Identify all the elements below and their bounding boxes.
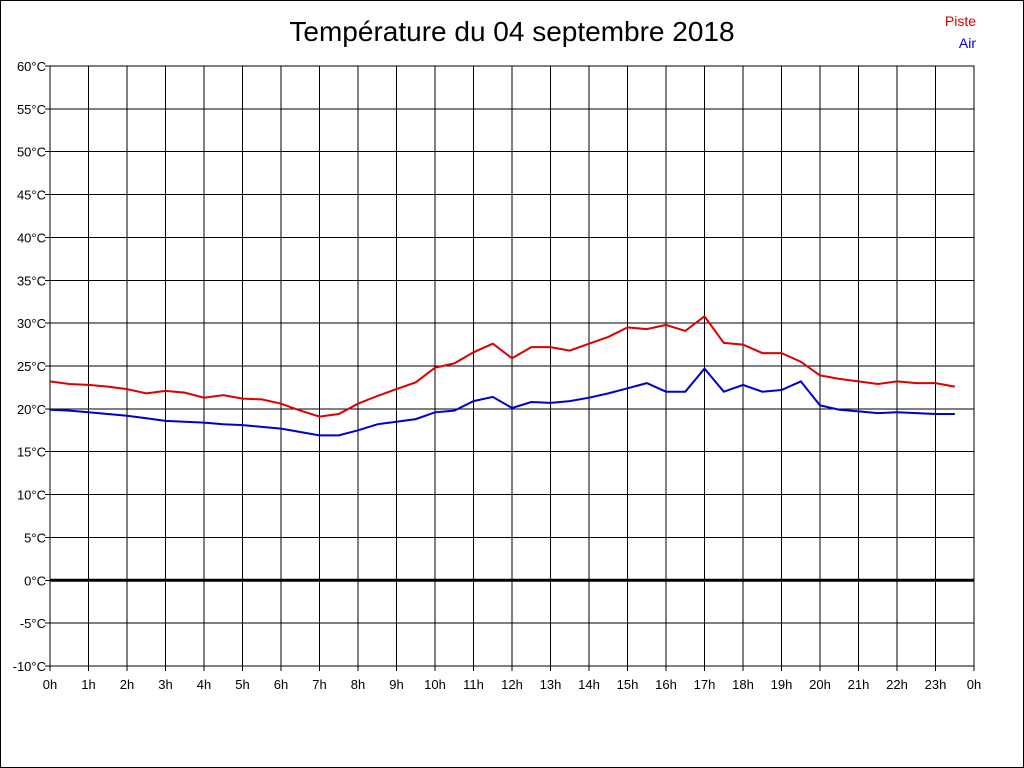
x-tick-label: 0h (43, 677, 57, 692)
x-tick-label: 1h (81, 677, 95, 692)
x-tick-label: 9h (389, 677, 403, 692)
y-tick-label: 55°C (17, 102, 46, 117)
legend-piste: Piste (944, 13, 976, 29)
x-tick-label: 18h (732, 677, 754, 692)
y-tick-label: 30°C (17, 316, 46, 331)
x-tick-label: 23h (925, 677, 947, 692)
x-tick-label: 8h (351, 677, 365, 692)
chart-title: Température du 04 septembre 2018 (289, 16, 735, 47)
x-tick-label: 15h (617, 677, 639, 692)
x-tick-label: 22h (886, 677, 908, 692)
y-tick-label: 20°C (17, 402, 46, 417)
y-tick-label: 50°C (17, 145, 46, 160)
plot-border (49, 65, 975, 667)
y-tick-label: 40°C (17, 230, 46, 245)
x-tick-label: 16h (655, 677, 677, 692)
x-tick-label: 13h (540, 677, 562, 692)
x-tick-label: 6h (274, 677, 288, 692)
y-tick-label: 0°C (24, 573, 46, 588)
y-tick-label: -5°C (20, 616, 46, 631)
x-tick-label: 11h (463, 677, 484, 692)
x-tick-label: 14h (578, 677, 600, 692)
x-tick-label: 10h (424, 677, 446, 692)
x-tick-label: 20h (809, 677, 831, 692)
legend-air: Air (958, 35, 976, 51)
series-line-piste (49, 314, 955, 418)
y-tick-label: -10°C (13, 659, 46, 674)
y-tick-label: 5°C (24, 530, 46, 545)
y-tick-label: 60°C (17, 59, 46, 74)
x-tick-label: 21h (848, 677, 870, 692)
x-tick-label: 12h (501, 677, 523, 692)
x-tick-label: 19h (771, 677, 793, 692)
y-tick-label: 10°C (17, 488, 46, 503)
y-tick-label: 35°C (17, 273, 46, 288)
y-tick-label: 15°C (17, 445, 46, 460)
y-tick-label: 45°C (17, 188, 46, 203)
x-tick-label: 17h (694, 677, 716, 692)
x-tick-label: 5h (235, 677, 249, 692)
y-tick-label: 25°C (17, 359, 46, 374)
x-tick-label: 4h (197, 677, 211, 692)
x-tick-label: 3h (158, 677, 172, 692)
series-line-air (49, 367, 955, 437)
x-tick-label: 0h (967, 677, 981, 692)
x-tick-label: 7h (312, 677, 326, 692)
x-tick-label: 2h (120, 677, 134, 692)
